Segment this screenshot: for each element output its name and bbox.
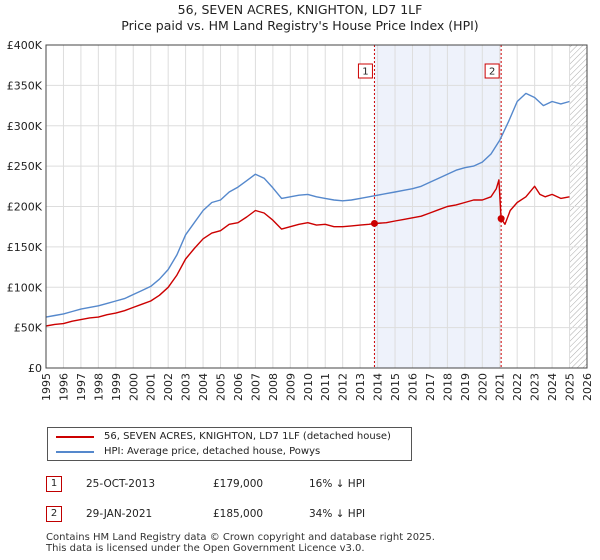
- x-tick-label: 2009: [284, 373, 297, 401]
- x-tick-label: 2018: [441, 373, 454, 401]
- x-tick-label: 2011: [319, 373, 332, 401]
- transaction-hpi-diff: 34% ↓ HPI: [309, 508, 366, 520]
- sale-point: [370, 219, 378, 227]
- x-tick-label: 2021: [494, 373, 507, 401]
- sale-marker-label: 1: [362, 67, 368, 78]
- y-tick-label: £150K: [7, 241, 43, 254]
- x-tick-label: 2007: [249, 373, 262, 401]
- legend-label-property: 56, SEVEN ACRES, KNIGHTON, LD7 1LF (deta…: [104, 431, 391, 442]
- x-tick-label: 1998: [92, 373, 105, 401]
- x-tick-label: 2013: [354, 373, 367, 401]
- sale-point: [497, 215, 505, 223]
- transaction-date: 29-JAN-2021: [86, 508, 153, 520]
- x-tick-label: 2017: [424, 373, 437, 401]
- y-tick-label: £0: [28, 362, 42, 375]
- x-tick-label: 1997: [75, 373, 88, 401]
- y-tick-label: £200K: [7, 201, 43, 214]
- y-tick-label: £250K: [7, 160, 43, 173]
- x-tick-label: 2023: [529, 373, 542, 401]
- x-tick-label: 2006: [232, 373, 245, 401]
- x-tick-label: 2010: [302, 373, 315, 401]
- footer-copyright: Contains HM Land Registry data © Crown c…: [46, 532, 435, 543]
- legend-swatch-property: [56, 436, 94, 438]
- x-tick-label: 2012: [337, 373, 350, 401]
- transaction-price: £185,000: [213, 508, 264, 520]
- chart-area: 1 2 £0 £50K £100K £150K £200K £250K £300K £350K £…: [7, 39, 594, 401]
- sale-marker-label: 2: [489, 67, 495, 78]
- transaction-number-badge: 2: [46, 506, 62, 522]
- x-tick-label: 2026: [581, 373, 594, 401]
- legend-swatch-hpi: [56, 451, 94, 453]
- x-tick-label: 2002: [162, 373, 175, 401]
- x-tick-label: 2025: [564, 373, 577, 401]
- transaction-date: 25-OCT-2013: [86, 478, 155, 490]
- x-tick-label: 1996: [57, 373, 70, 401]
- x-tick-label: 2024: [546, 373, 559, 401]
- y-tick-label: £300K: [7, 120, 43, 133]
- x-tick-label: 2020: [476, 373, 489, 401]
- x-tick-label: 2014: [372, 373, 385, 401]
- transaction-hpi-diff: 16% ↓ HPI: [309, 478, 366, 490]
- transaction-number-badge: 1: [46, 476, 62, 492]
- footer: Contains HM Land Registry data © Crown c…: [46, 532, 435, 554]
- x-tick-label: 1999: [110, 373, 123, 401]
- x-tick-label: 2022: [511, 373, 524, 401]
- y-tick-label: £100K: [7, 281, 43, 294]
- legend-item-hpi: HPI: Average price, detached house, Powy…: [56, 445, 320, 459]
- transaction-price: £179,000: [213, 478, 264, 490]
- hpi-line: [45, 92, 570, 318]
- legend: 56, SEVEN ACRES, KNIGHTON, LD7 1LF (deta…: [47, 427, 412, 461]
- chart-title: 56, SEVEN ACRES, KNIGHTON, LD7 1LF: [177, 2, 423, 17]
- x-tick-label: 2015: [389, 373, 402, 401]
- y-tick-label: £350K: [7, 79, 43, 92]
- x-tick-label: 2016: [406, 373, 419, 401]
- x-tick-label: 2003: [180, 373, 193, 401]
- footer-license: This data is licensed under the Open Gov…: [46, 543, 365, 554]
- x-tick-label: 2001: [145, 373, 158, 401]
- property-price-line: [45, 179, 570, 327]
- sale-marker-box: [357, 63, 373, 79]
- legend-item-property: 56, SEVEN ACRES, KNIGHTON, LD7 1LF (deta…: [56, 430, 391, 444]
- x-tick-label: 2005: [215, 373, 228, 401]
- chart-subtitle: Price paid vs. HM Land Registry's House …: [121, 18, 479, 33]
- x-tick-label: 2019: [459, 373, 472, 401]
- y-tick-label: £400K: [7, 39, 43, 52]
- sale-marker-box: [484, 63, 500, 79]
- x-tick-label: 1995: [40, 373, 53, 401]
- x-tick-label: 2008: [267, 373, 280, 401]
- x-tick-label: 2000: [127, 373, 140, 401]
- x-tick-label: 2004: [197, 373, 210, 401]
- legend-label-hpi: HPI: Average price, detached house, Powy…: [104, 446, 321, 457]
- y-tick-label: £50K: [14, 322, 43, 335]
